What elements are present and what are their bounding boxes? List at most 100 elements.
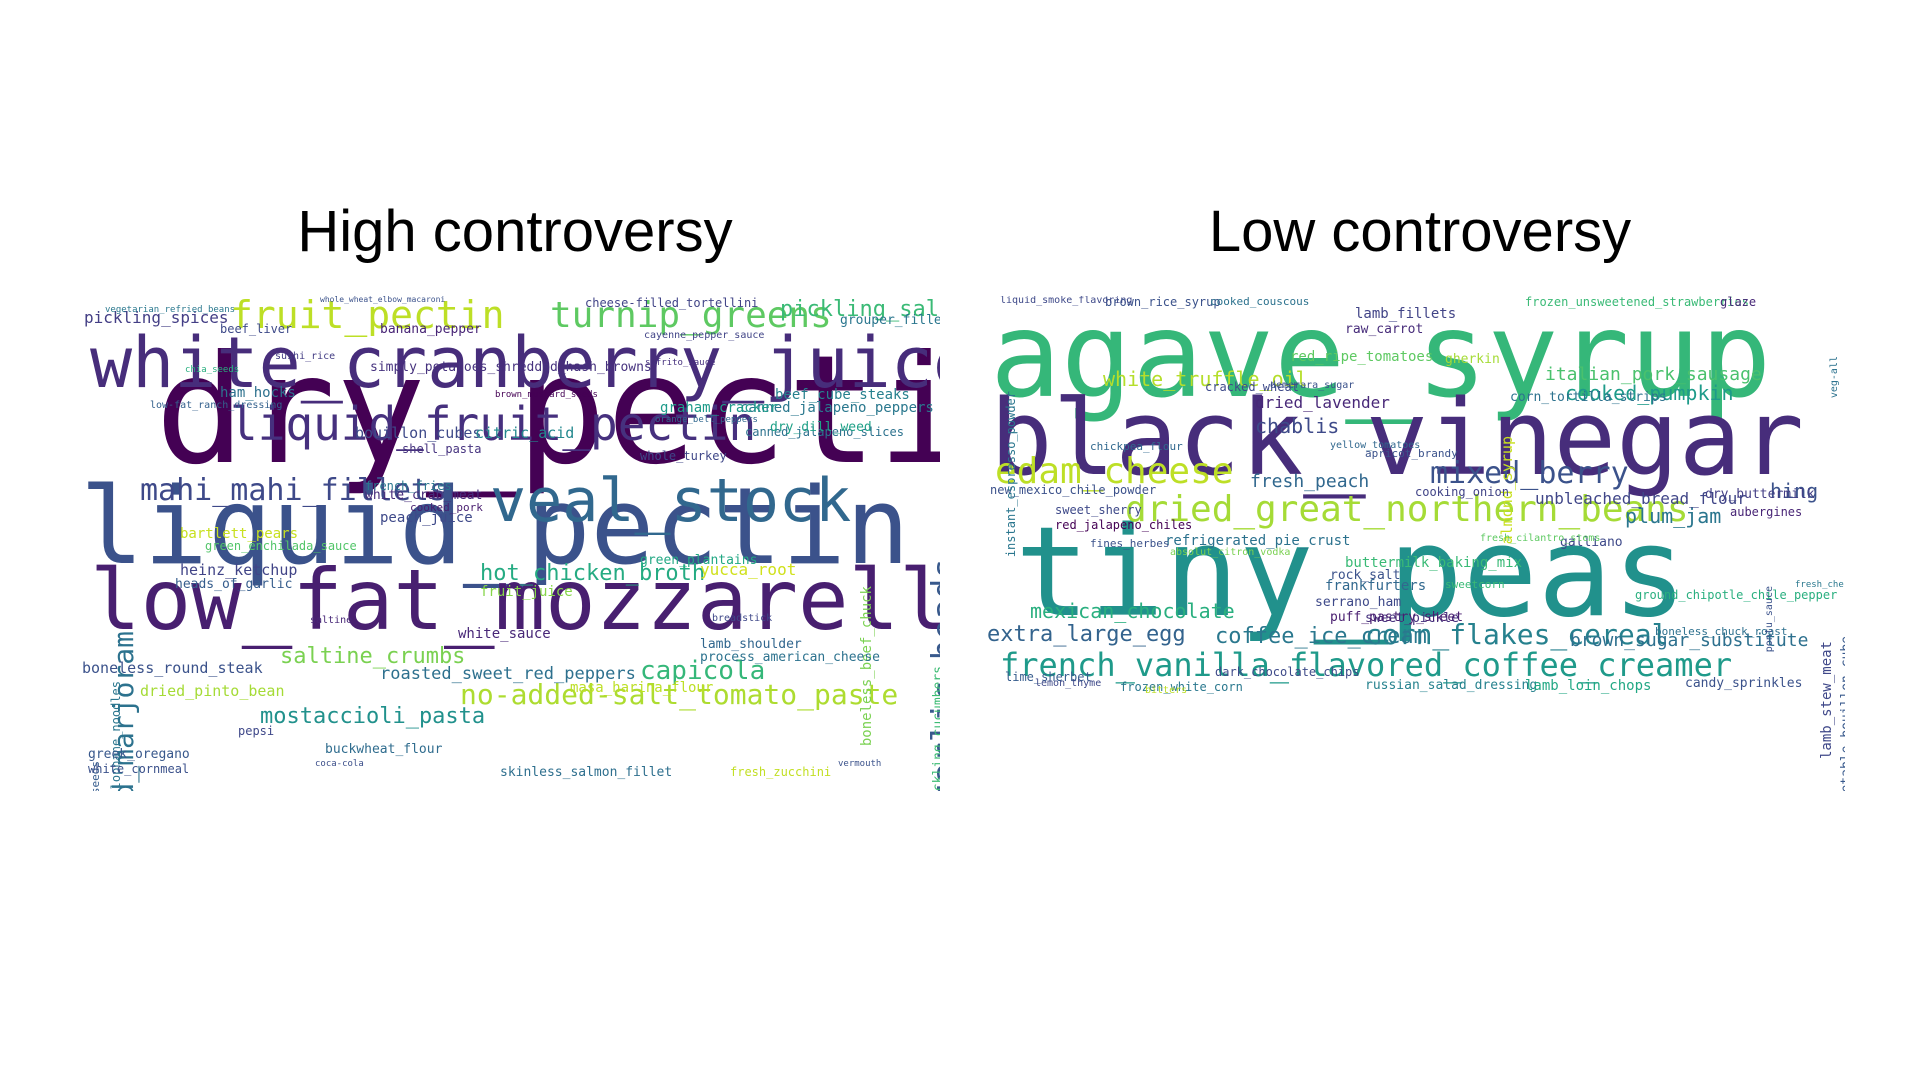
word-low-fat-mozzarella: low_fat_mozzarella bbox=[90, 551, 940, 649]
word-red-jalapeno-chiles: red_jalapeno_chiles bbox=[1055, 518, 1193, 532]
word-sofrito-sauce: sofrito_sauce bbox=[645, 358, 716, 368]
word-instant-espresso-powder: instant_espresso_powder bbox=[1004, 391, 1018, 558]
word-breadstick: breadstick bbox=[712, 613, 773, 624]
word-pickling-salt: pickling_salt bbox=[780, 297, 940, 322]
word-mexican-chocolate: mexican_chocolate bbox=[1030, 599, 1235, 623]
word-frozen-white-corn: frozen_white_corn bbox=[1120, 680, 1243, 694]
word-fresh-peach: fresh_peach bbox=[1250, 471, 1370, 492]
panel-title-high-controversy: High controversy bbox=[297, 199, 733, 264]
word-puff-pastry-sheet: puff_pastry_sheet bbox=[1330, 610, 1464, 625]
word-candy-sprinkles: candy_sprinkles bbox=[1685, 676, 1803, 691]
word-coffee-ice-cream: coffee_ice_cream bbox=[1215, 624, 1427, 649]
word-extra-large-egg: extra_large_egg bbox=[987, 622, 1186, 647]
word-liquid-pectin: liquid_pectin bbox=[80, 465, 910, 588]
word-frankfurters: frankfurters bbox=[1325, 578, 1427, 594]
word-buckwheat-flour: buckwheat_flour bbox=[325, 742, 443, 757]
word-liquid-smoke-flavoring: liquid_smoke_flavoring bbox=[1000, 296, 1133, 306]
word-lamb-shoulder: lamb_shoulder bbox=[700, 637, 802, 652]
word-brown-sugar-substitute: brown_sugar_substitute bbox=[1570, 630, 1809, 651]
word-canned-jalapeno-slices: canned_jalapeno_slices bbox=[745, 425, 904, 439]
word-cloud-low-controversy: agave_syrup black_vinegar tiny_peas dried_g… bbox=[985, 296, 1845, 791]
word-green-enchilada-sauce: green_enchilada_sauce bbox=[205, 539, 357, 553]
word-hot-chicken-broth: hot_chicken_broth bbox=[480, 561, 706, 586]
word-bouillon-cubes: bouillon_cubes bbox=[355, 424, 482, 442]
word-no-added-salt-tomato-paste: no-added-salt_tomato_paste bbox=[460, 678, 899, 711]
word-unbleached-bread-flour: unbleached_bread_flour bbox=[1535, 489, 1747, 508]
word-brown-mustard-seeds: brown_mustard_seeds bbox=[495, 390, 598, 400]
word-cooked-couscous: cooked_couscous bbox=[1210, 296, 1310, 308]
word-sweet-pickle: sweet_pickle bbox=[1365, 611, 1459, 626]
word-edam-cheese: edam_cheese bbox=[995, 451, 1234, 492]
word-saltine-crumbs: saltine_crumbs bbox=[280, 644, 466, 669]
word-lamb-stew-meat: lamb_stew_meat bbox=[1819, 641, 1835, 760]
word-ground-chipotle-chile-pepper: ground_chipotle_chile_pepper bbox=[1635, 588, 1838, 602]
word-fresh-zucchini: fresh_zucchini bbox=[730, 765, 832, 779]
word-brown-rice-syrup: brown_rice_syrup bbox=[1105, 296, 1221, 309]
word-pickling-spices: pickling_spices bbox=[84, 308, 229, 327]
word-rock-salt: rock_salt bbox=[1330, 568, 1401, 583]
word-gherkin: gherkin bbox=[1445, 352, 1500, 367]
word-chablis: chablis bbox=[1255, 414, 1340, 438]
word-agave-syrup: agave_syrup bbox=[990, 296, 1772, 424]
word-sushi-rice: sushi_rice bbox=[275, 351, 336, 362]
word-lemon-thyme: lemon_thyme bbox=[1035, 678, 1102, 689]
word-coca-cola: coca-cola bbox=[315, 759, 364, 769]
word-orange-bell-peppers: orange_bell_peppers bbox=[655, 415, 758, 425]
word-veg-all: veg-all bbox=[1829, 356, 1840, 399]
word-whole-turkey: whole_turkey bbox=[640, 449, 727, 463]
word-sweet-sherry: sweet_sherry bbox=[1055, 503, 1142, 517]
word-green-plantains: green_plantains bbox=[640, 553, 758, 568]
word-glaze: glaze bbox=[1720, 296, 1757, 309]
word-vegetarian-refried-beans: vegetarian_refried_beans bbox=[105, 305, 236, 315]
word-ham-hocks: ham_hocks bbox=[220, 385, 296, 401]
word-vegetable-bouillon-cube: vegetable_bouillon_cube bbox=[1839, 636, 1845, 791]
word-process-american-cheese: process_american_cheese bbox=[700, 650, 881, 665]
word-dry-pectin: dry_pectin bbox=[155, 324, 940, 498]
word-saltine: saltine bbox=[310, 615, 353, 626]
word-french-vanilla-flavored-coffee-creamer: french_vanilla_flavored_coffee_creamer bbox=[1000, 646, 1733, 684]
word-white-cranberry-juice: white_cranberry_juice bbox=[90, 322, 940, 404]
word-fines-herbes: fines_herbes bbox=[1090, 537, 1170, 550]
word-fruit-pectin: fruit_pectin bbox=[230, 296, 505, 337]
word-boneless-chuck-roast: boneless_chuck_roast bbox=[1655, 625, 1788, 638]
word-dark-chocolate-chips: dark_chocolate_chips bbox=[1215, 665, 1360, 679]
word-boneless-round-steak: boneless_round_steak bbox=[82, 659, 263, 677]
word-beef-cube-steaks: beef_cube_steaks bbox=[775, 387, 910, 403]
word-bitters: bitters bbox=[1145, 685, 1188, 696]
word-aubergines: aubergines bbox=[1730, 505, 1803, 519]
word-corn-flakes-cereal: corn_flakes_cereal bbox=[1365, 618, 1669, 651]
word-dried-lavender: dried_lavender bbox=[1255, 393, 1390, 412]
word-chickpea-flour: chickpea_flour bbox=[1090, 440, 1183, 453]
word-simply-potatoes-shredded-hash-browns: simply_potatoes_shredded_hash_browns bbox=[370, 360, 652, 375]
word-corn-tortilla-strips: corn_tortilla_strips bbox=[1510, 390, 1667, 405]
word-dried-great-northern-beans: dried_great_northern_beans bbox=[1125, 489, 1689, 530]
panel-title-low-controversy: Low controversy bbox=[1208, 199, 1632, 264]
word-heads-of-garlic: heads_of_garlic bbox=[175, 577, 293, 592]
word-canned-jalapeno-peppers: canned_jalapeno_peppers bbox=[740, 400, 934, 416]
word-pepsi: pepsi bbox=[238, 724, 275, 738]
word-white-cornmeal: white_cornmeal bbox=[88, 762, 190, 776]
word-low-fat-ranch-dressing: low-fat_ranch_dressing bbox=[150, 400, 283, 411]
word-banana-pepper: banana_pepper bbox=[380, 322, 482, 337]
word-liquid-fruit-pectin: liquid_fruit_pectin bbox=[230, 397, 757, 451]
word-heinz-ketchup: heinz_ketchup bbox=[180, 561, 298, 579]
word-dry-dill-weed: dry_dill_weed bbox=[770, 420, 872, 435]
word-masa-harina-flour: masa_harina_flour bbox=[570, 680, 714, 696]
word-mixed-berry: mixed_berry bbox=[1430, 456, 1629, 491]
word-pickling-cucumbers: pickling_cucumbers bbox=[931, 666, 940, 791]
word-white-crab-meat: white_crab_meat bbox=[365, 488, 483, 503]
word-shell-pasta: shell_pasta bbox=[402, 442, 482, 456]
word-russian-salad-dressing: russian_salad_dressing bbox=[1365, 678, 1538, 693]
word-graham-cracker: graham_cracker bbox=[660, 400, 779, 416]
word-serrano-ham: serrano_ham bbox=[1315, 595, 1402, 610]
word-chia-seeds: chia_seeds bbox=[185, 365, 240, 375]
word-vermouth: vermouth bbox=[838, 759, 882, 769]
word-cooking-onion: cooking_onion bbox=[1415, 485, 1509, 499]
word-bartlett-pears: bartlett_pears bbox=[180, 526, 299, 542]
word-cooked-pork: cooked_pork bbox=[410, 501, 483, 514]
word-yucca-root: yucca_root bbox=[700, 560, 797, 579]
word-boneless-beef-chuck: boneless_beef_chuck bbox=[859, 586, 875, 747]
word-tiny-peas: tiny_peas bbox=[1015, 501, 1687, 645]
word-pontu-sauce: pontu_sauce bbox=[1764, 586, 1775, 653]
word-hing: hing bbox=[1770, 479, 1819, 503]
